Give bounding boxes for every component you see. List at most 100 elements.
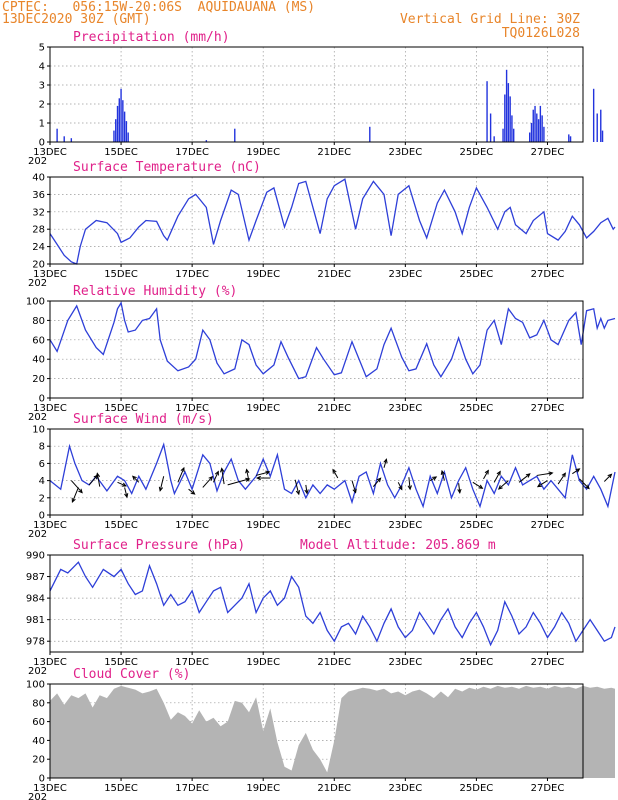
x-tick-label: 25DEC xyxy=(460,269,494,280)
wind-vector-arrowhead xyxy=(295,490,301,496)
x-tick-label: 17DEC xyxy=(175,657,209,668)
precipitation-bar xyxy=(505,69,508,142)
y-tick-label: 0 xyxy=(39,774,45,785)
wind-vector-arrowhead xyxy=(607,473,613,479)
x-tick-label: 23DEC xyxy=(388,269,422,280)
y-tick-label: 60 xyxy=(32,717,45,728)
y-tick-label: 60 xyxy=(32,335,45,346)
y-tick-label: 987 xyxy=(26,572,45,583)
precipitation-bar xyxy=(536,113,538,142)
y-tick-label: 0 xyxy=(39,394,45,405)
station-header: CPTEC: 056:15W-20:06S AQUIDAUANA (MS) xyxy=(2,0,316,15)
wind-vector-arrow xyxy=(202,476,213,488)
precipitation-bar xyxy=(369,126,371,142)
panel-title: Surface Pressure (hPa) xyxy=(73,538,245,553)
temperature-series-line xyxy=(49,178,616,265)
wind-vector-arrowhead xyxy=(332,468,337,474)
y-tick-label: 2 xyxy=(39,493,45,504)
panel-cloud: 0 20 40 60 80 100 13DEC 15DEC 17DEC 19DEC 21DEC 23D… xyxy=(26,667,615,800)
model-altitude-annotation: Model Altitude: 205.869 m xyxy=(300,538,496,553)
precipitation-bar xyxy=(70,138,73,142)
precipitation-bar xyxy=(537,119,540,142)
wind-vector-arrowhead xyxy=(548,471,554,476)
x-tick-label: 25DEC xyxy=(460,147,494,158)
panel-frame xyxy=(49,46,584,143)
wind-vector-arrowhead xyxy=(95,472,101,478)
panel-title: Precipitation (mm/h) xyxy=(73,30,230,45)
precipitation-bar xyxy=(596,113,598,142)
wind-vector-arrow xyxy=(71,487,79,503)
wind-vector-arrowhead xyxy=(131,475,137,481)
precipitation-bar xyxy=(507,83,510,142)
y-tick-label: 4 xyxy=(39,62,45,73)
precipitation-bar xyxy=(127,132,129,142)
x-tick-label: 27DEC xyxy=(531,657,565,668)
wind-vector-arrowhead xyxy=(265,470,271,475)
x-tick-label: 23DEC xyxy=(388,520,422,531)
x-tick-label: 17DEC xyxy=(175,147,209,158)
wind-vector-arrowhead xyxy=(407,485,412,491)
precipitation-bar xyxy=(534,105,536,142)
wind-vector-arrow xyxy=(441,470,445,481)
wind-vector-arrow xyxy=(408,477,411,490)
x-tick-label: 13DEC xyxy=(33,520,67,531)
precipitation-bar xyxy=(509,96,511,142)
x-tick-label: 17DEC xyxy=(175,520,209,531)
wind-vector-arrowhead xyxy=(304,489,309,495)
precipitation-bar xyxy=(113,130,115,142)
wind-vector-arrow xyxy=(188,488,195,495)
wind-vector-arrowhead xyxy=(352,488,357,494)
precipitation-bar xyxy=(529,132,531,142)
wind-vector-arrow xyxy=(518,473,531,483)
panel-pressure: 978 981 984 987 990 13DEC 15DEC 17DEC 19DEC 21DEC… xyxy=(26,538,616,677)
wind-vector-arrow xyxy=(603,473,612,482)
panel-temperature: 20 24 28 32 36 40 13DEC 15DEC 17DEC 19DEC 21DEC 23D… xyxy=(28,160,616,289)
precipitation-bar xyxy=(489,113,492,142)
wind-vector-arrow xyxy=(227,478,250,486)
precipitation-bar xyxy=(513,128,515,142)
wind-vector-arrowhead xyxy=(398,485,403,491)
x-tick-label: 13DEC xyxy=(33,657,67,668)
x-tick-label: 25DEC xyxy=(460,520,494,531)
wind-series-line xyxy=(49,442,616,509)
year-label-fragment: 202 xyxy=(28,156,47,167)
year-label-fragment: 202 xyxy=(28,278,47,289)
x-tick-label: 21DEC xyxy=(317,269,351,280)
wind-vector-arrowhead xyxy=(220,467,225,473)
y-tick-label: 3 xyxy=(39,81,45,92)
x-tick-label: 17DEC xyxy=(175,269,209,280)
vertical-grid-note: Vertical Grid Line: 30Z xyxy=(399,12,580,27)
x-tick-label: 23DEC xyxy=(388,147,422,158)
x-tick-label: 15DEC xyxy=(104,657,138,668)
wind-vector-arrowhead xyxy=(121,482,127,487)
wind-vector-arrowhead xyxy=(208,475,214,481)
precipitation-bar xyxy=(118,98,120,142)
wind-vector-arrowhead xyxy=(78,488,83,494)
wind-vector-arrow xyxy=(177,467,185,483)
y-tick-label: 1 xyxy=(39,119,45,130)
x-tick-label: 23DEC xyxy=(388,403,422,414)
x-tick-label: 27DEC xyxy=(531,403,565,414)
wind-vector-arrow xyxy=(372,477,381,487)
panel-title: Surface Temperature (nC) xyxy=(73,160,261,175)
x-tick-label: 21DEC xyxy=(317,403,351,414)
y-tick-label: 981 xyxy=(26,615,45,626)
wind-vector-arrowhead xyxy=(575,468,581,473)
y-tick-label: 28 xyxy=(32,225,45,236)
x-tick-label: 15DEC xyxy=(104,403,138,414)
wind-vector-arrow xyxy=(305,484,308,494)
pressure-series-line xyxy=(49,561,616,647)
x-tick-label: 13DEC xyxy=(33,403,67,414)
precipitation-bar xyxy=(115,119,117,142)
wind-vector-arrow xyxy=(493,471,501,483)
y-tick-label: 8 xyxy=(39,442,45,453)
wind-vector-arrow xyxy=(159,476,165,491)
y-tick-label: 36 xyxy=(32,190,45,201)
wind-vector-arrowhead xyxy=(585,484,590,490)
x-tick-label: 19DEC xyxy=(246,657,280,668)
x-tick-label: 21DEC xyxy=(317,783,351,794)
wind-vector-arrowhead xyxy=(536,482,542,488)
panel-frame xyxy=(49,176,584,265)
x-tick-label: 21DEC xyxy=(317,520,351,531)
y-tick-label: 0 xyxy=(39,511,45,522)
